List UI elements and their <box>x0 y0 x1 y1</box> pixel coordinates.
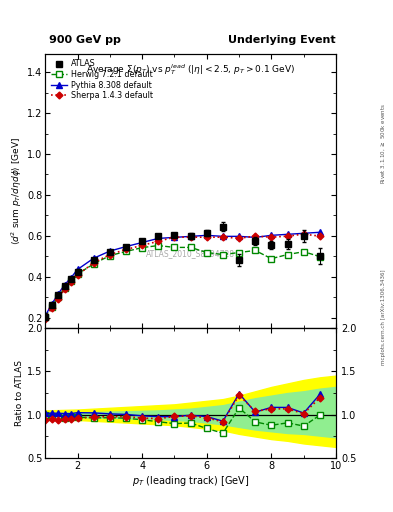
Text: 900 GeV pp: 900 GeV pp <box>49 35 121 45</box>
Text: mcplots.cern.ch [arXiv:1306.3436]: mcplots.cern.ch [arXiv:1306.3436] <box>381 270 386 365</box>
Y-axis label: $\langle d^2$ sum $p_T/d\eta d\phi\rangle$ [GeV]: $\langle d^2$ sum $p_T/d\eta d\phi\rangl… <box>10 137 24 245</box>
Text: Underlying Event: Underlying Event <box>228 35 336 45</box>
X-axis label: $p_T$ (leading track) [GeV]: $p_T$ (leading track) [GeV] <box>132 474 249 488</box>
Y-axis label: Ratio to ATLAS: Ratio to ATLAS <box>15 360 24 426</box>
Text: Rivet 3.1.10, $\geq$ 500k events: Rivet 3.1.10, $\geq$ 500k events <box>379 103 387 184</box>
Legend: ATLAS, Herwig 7.2.1 default, Pythia 8.308 default, Sherpa 1.4.3 default: ATLAS, Herwig 7.2.1 default, Pythia 8.30… <box>49 58 154 102</box>
Text: ATLAS_2010_S8894728: ATLAS_2010_S8894728 <box>146 249 235 258</box>
Text: Average $\Sigma(p_T)$ vs $p_T^{lead}$ ($|\eta| < 2.5$, $p_T > 0.1$ GeV): Average $\Sigma(p_T)$ vs $p_T^{lead}$ ($… <box>86 62 295 77</box>
